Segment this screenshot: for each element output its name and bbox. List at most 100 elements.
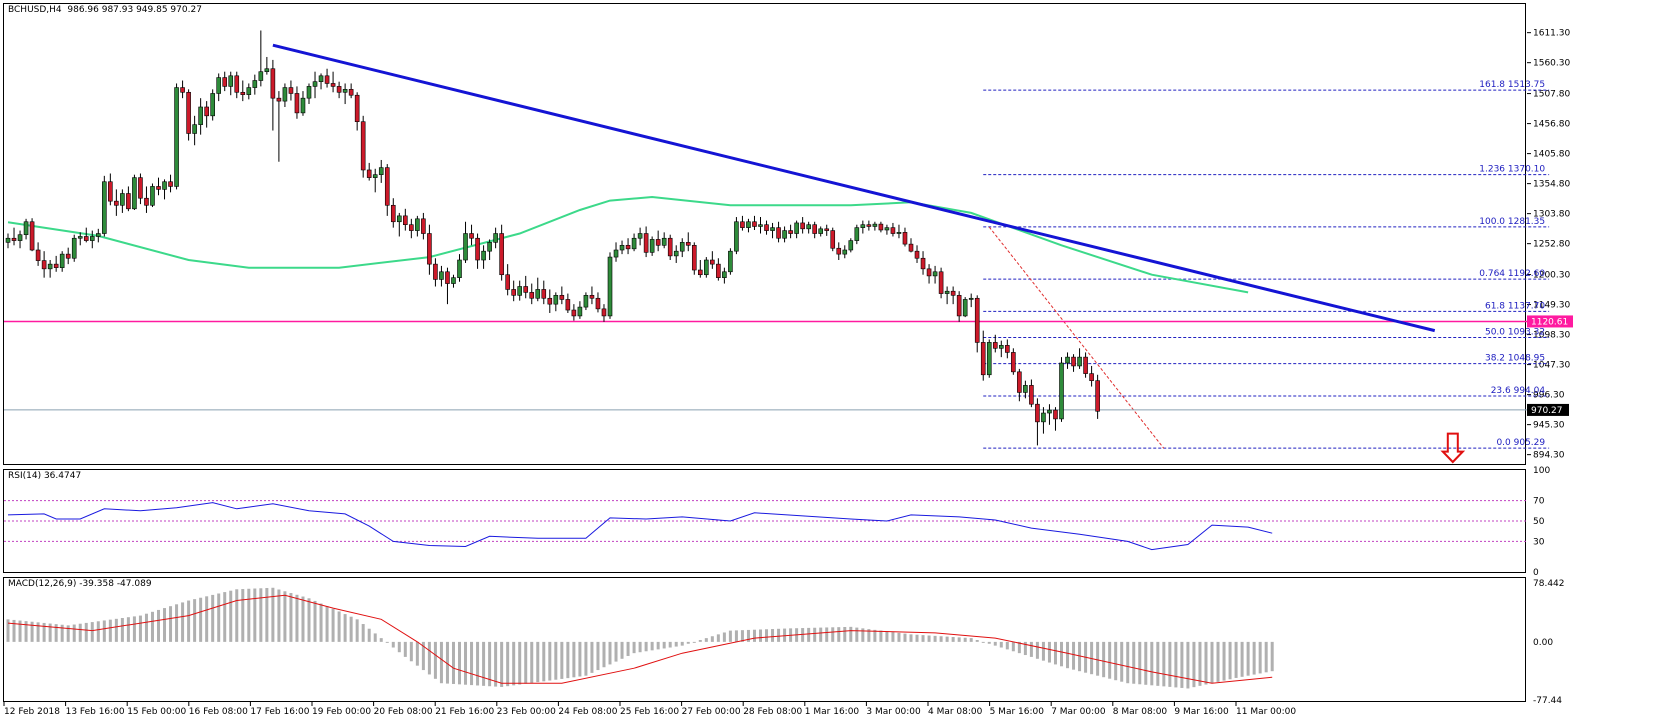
candle-body [553,295,559,305]
macd-histogram-bar [18,620,22,642]
macd-histogram-bar [157,609,160,642]
macd-histogram-bar [439,641,443,684]
macd-histogram-bar [969,638,973,642]
macd-histogram-bar [518,641,522,685]
fib-level-label: 38.2 1048.95 [1485,354,1545,364]
macd-histogram-bar [554,641,558,680]
macd-histogram-bar [343,614,347,642]
candle-body [818,228,824,234]
macd-histogram-bar [464,641,468,685]
macd-histogram-bar [205,596,209,642]
macd-histogram-bar [1222,641,1226,681]
candle-body [926,268,932,277]
macd-histogram-bar [54,624,58,642]
candle-body [132,177,137,210]
candle-body [710,259,715,265]
candle-body [487,242,492,252]
time-axis-label: 4 Mar 08:00 [928,707,983,717]
macd-histogram-bar [536,641,540,683]
macd-histogram-bar [1264,641,1268,673]
macd-histogram-bar [277,589,281,642]
candle-body [366,169,372,178]
candle-body [5,237,11,243]
macd-histogram-bar [1023,641,1027,656]
candle-body [23,221,29,236]
macd-histogram-bar [1114,641,1118,681]
time-axis-label: 20 Feb 08:00 [374,707,433,717]
macd-histogram-bar [482,641,486,686]
macd-histogram-bar [1192,641,1196,688]
macd-histogram-bar [458,641,461,685]
price-axis-label: 1507.80 [1533,90,1570,100]
macd-histogram-bar [253,588,257,642]
candle-body [475,237,480,261]
candle-body [384,167,390,206]
macd-histogram-bar [175,604,179,642]
macd-histogram-bar [1011,641,1015,652]
candle-body [59,253,65,268]
macd-histogram-bar [656,641,660,650]
macd-histogram-bar [915,634,919,642]
candle-body [619,244,625,251]
candle-body [896,232,902,234]
candle-body [246,87,252,95]
candle-body [589,295,595,299]
macd-histogram-bar [90,622,94,642]
candle-body [318,75,324,82]
candle-body [156,186,161,190]
candle-body [637,233,643,239]
macd-histogram-bar [716,634,720,642]
candle-body [270,68,276,99]
candle-body [312,81,318,87]
macd-histogram-bar [271,587,275,642]
macd-histogram-bar [42,622,46,642]
candle-body [180,87,185,93]
candle-body [396,215,402,223]
candle-body [421,218,426,234]
candle-body [547,297,553,305]
macd-histogram-bar [981,641,985,643]
candle-body [607,256,613,317]
price-chart-pane[interactable]: BCHUSD,H4 986.96 987.93 949.85 970.27 [3,3,1526,465]
macd-histogram-bar [1102,641,1106,678]
candle-body [354,94,360,123]
candle-body [541,289,547,299]
candle-body [198,106,203,125]
time-axis-label: 9 Mar 16:00 [1174,707,1229,717]
candle-body [17,234,23,241]
macd-histogram-bar [945,636,949,642]
macd-histogram-bar [879,630,883,642]
price-axis-label: 1560.30 [1533,59,1570,69]
time-axis-label: 23 Feb 00:00 [497,707,556,717]
macd-histogram-bar [397,641,401,653]
time-axis-label: 3 Mar 00:00 [866,707,921,717]
candle-body [752,221,757,227]
candle-body [734,221,739,252]
candle-body [649,239,655,253]
macd-histogram-bar [373,633,377,642]
macd-histogram-bar [488,641,492,687]
macd-histogram-bar [662,641,666,649]
macd-histogram-bar [861,628,865,642]
macd-histogram-bar [403,641,407,657]
macd-histogram-bar [391,641,395,648]
candle-body [613,249,619,258]
macd-histogram-bar [638,641,642,653]
macd-histogram-bar [1041,641,1045,661]
macd-histogram-bar [163,608,167,642]
candle-body [150,186,155,206]
fib-level-label: 161.8 1513.75 [1479,80,1545,90]
candle-body [625,244,631,250]
macd-histogram-bar [1078,641,1082,672]
price-axis-label: 1149.30 [1533,301,1570,311]
macd-histogram-bar [445,641,449,684]
macd-histogram-bar [1132,641,1136,684]
rsi-line [7,502,1273,551]
price-axis-label: 1252.80 [1533,240,1570,250]
candle-body [83,236,89,241]
price-axis-label: 1047.30 [1533,361,1570,371]
candle-body [35,249,41,261]
candle-body [234,75,240,93]
rsi-axis-label: 50 [1533,517,1545,527]
macd-histogram-bar [48,623,52,642]
